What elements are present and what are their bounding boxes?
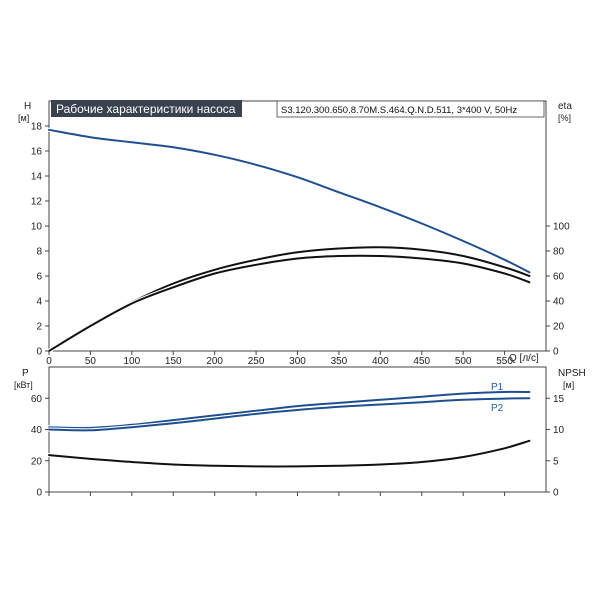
y-right-tick-label: 100 [553, 222, 570, 233]
series-line-2-3-halo [46, 438, 532, 469]
y-left-tick-label: 20 [31, 456, 43, 467]
y-axis-left-unit-p: [кВт] [14, 380, 33, 390]
legend-label-p2: P2 [491, 403, 504, 414]
plot-frame-1 [48, 100, 547, 352]
y-right-tick-label: 80 [553, 247, 565, 258]
chart-title: Рабочие характеристики насоса [56, 102, 236, 116]
y-right-tick-label: 5 [553, 456, 559, 467]
series-line-1-1 [48, 128, 531, 274]
y-left-tick-label: 12 [31, 197, 43, 208]
y-right-tick-label: 60 [553, 272, 565, 283]
x-tick-label: 550 [496, 356, 513, 367]
x-tick-label: 150 [165, 356, 182, 367]
series-line-p2 [48, 397, 531, 432]
series-line-1-1-halo [46, 127, 532, 275]
x-tick-label: 450 [413, 356, 430, 367]
x-axis-title: Q [л/с] [509, 353, 539, 364]
y-left-tick-label: 18 [31, 122, 43, 133]
y-left-tick-label: 0 [36, 488, 42, 499]
y-axis-right-title-npsh: NPSH [558, 368, 586, 379]
y-left-tick-label: 16 [31, 147, 43, 158]
y-left-tick-label: 2 [36, 322, 42, 333]
x-tick-label: 350 [331, 356, 348, 367]
y-axis-right-unit-npsh: [м] [563, 380, 574, 390]
x-tick-label: 200 [206, 356, 223, 367]
y-left-tick-label: 0 [36, 347, 42, 358]
x-tick-label: 100 [123, 356, 140, 367]
x-tick-label: 300 [289, 356, 306, 367]
y-axis-left-unit-h: [м] [18, 113, 29, 123]
y-right-tick-label: 0 [553, 488, 559, 499]
series-line-p1 [48, 390, 531, 429]
y-axis-left-title-p: P [22, 368, 29, 379]
x-tick-label: 500 [455, 356, 472, 367]
model-label-background [276, 100, 545, 118]
y-right-tick-label: 0 [553, 347, 559, 358]
y-right-tick-label: 20 [553, 322, 565, 333]
legend-label-p1: P1 [491, 382, 504, 393]
y-right-tick-label: 15 [553, 394, 565, 405]
x-tick-label: 400 [372, 356, 389, 367]
y-left-tick-label: 40 [31, 425, 43, 436]
y-axis-right-title-eta: eta [558, 101, 572, 112]
y-left-tick-label: 4 [36, 297, 42, 308]
series-line-2-3 [48, 439, 531, 468]
series-line-1-3-halo [46, 253, 532, 354]
y-left-tick-label: 10 [31, 222, 43, 233]
series-line-1-3 [48, 254, 531, 352]
x-tick-label: 250 [248, 356, 265, 367]
chart-title-background [51, 100, 242, 117]
y-left-tick-label: 60 [31, 394, 43, 405]
y-left-tick-label: 8 [36, 247, 42, 258]
y-axis-right-unit-eta: [%] [558, 113, 571, 123]
y-right-tick-label: 40 [553, 297, 565, 308]
x-tick-label: 50 [85, 356, 97, 367]
y-left-tick-label: 6 [36, 272, 42, 283]
y-axis-left-title-h: H [24, 101, 31, 112]
y-left-tick-label: 14 [31, 172, 43, 183]
model-label: S3.120.300.650.8.70M.S.464.Q.N.D.511, 3*… [281, 105, 517, 116]
x-tick-label: 0 [46, 356, 52, 367]
y-right-tick-label: 10 [553, 425, 565, 436]
